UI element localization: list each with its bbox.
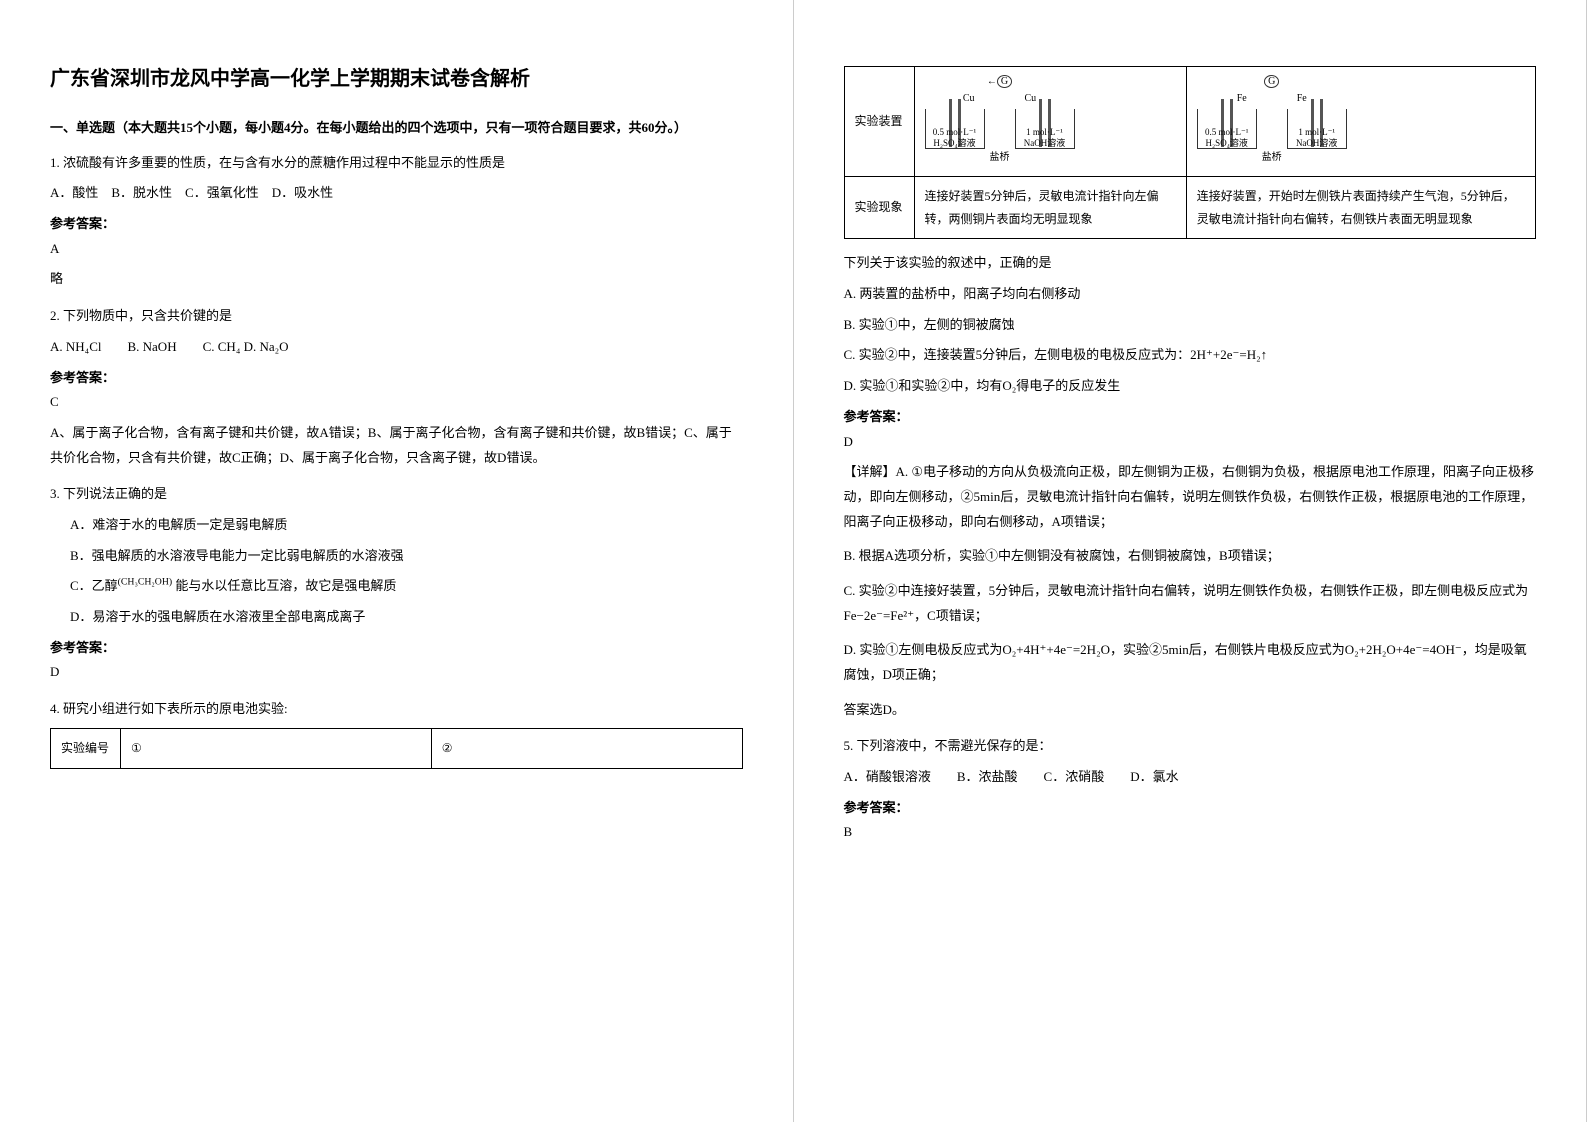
- q4-stem: 4. 研究小组进行如下表所示的原电池实验:: [50, 697, 743, 722]
- exp-number-label: 实验编号: [51, 728, 121, 768]
- table-row: 实验编号 ① ②: [51, 728, 743, 768]
- q3-stem: 3. 下列说法正确的是: [50, 482, 743, 507]
- q4-explanation-c: C. 实验②中连接好装置，5分钟后，灵敏电流计指针向右偏转，说明左侧铁作负极，右…: [844, 579, 1537, 628]
- q1-explanation: 略: [50, 267, 743, 292]
- question-1: 1. 浓硫酸有许多重要的性质，在与含有水分的蔗糖作用过程中不能显示的性质是 A．…: [50, 151, 743, 292]
- dev1-electrode-right: Cu: [1025, 92, 1037, 105]
- dev1-right-conc: 1 mol·L⁻¹: [1026, 127, 1063, 137]
- question-2: 2. 下列物质中，只含共价键的是 A. NH₄Cl B. NaOH C. CH₄…: [50, 304, 743, 470]
- q4-table-partial: 实验编号 ① ②: [50, 728, 743, 769]
- q4-option-b: B. 实验①中，左侧的铜被腐蚀: [844, 313, 1537, 338]
- q1-answer-label: 参考答案：: [50, 212, 743, 237]
- q3-optc-suffix: 能与水以任意比互溶，故它是强电解质: [172, 578, 396, 593]
- q3-option-c: C．乙醇(CH₃CH₂OH) 能与水以任意比互溶，故它是强电解质: [70, 574, 743, 599]
- q4-option-d: D. 实验①和实验②中，均有O₂得电子的反应发生: [844, 374, 1537, 399]
- q4-table-continued: 实验装置 ←G Cu Cu 0.5 mol·L⁻¹H₂SO₄溶液: [844, 66, 1537, 239]
- dev2-right-conc: 1 mol·L⁻¹: [1298, 127, 1335, 137]
- galvanometer-icon: G: [1264, 75, 1279, 88]
- q2-stem: 2. 下列物质中，只含共价键的是: [50, 304, 743, 329]
- q3-answer-label: 参考答案：: [50, 636, 743, 661]
- dev2-left-conc: 0.5 mol·L⁻¹: [1205, 127, 1248, 137]
- q3-option-d: D．易溶于水的强电解质在水溶液里全部电离成离子: [70, 605, 743, 630]
- q3-optc-formula: (CH₃CH₂OH): [118, 577, 172, 588]
- exp-col1: ①: [121, 728, 432, 768]
- q1-answer: A: [50, 237, 743, 262]
- q1-options: A．酸性 B．脱水性 C．强氧化性 D．吸水性: [50, 181, 743, 206]
- dev2-electrode-right: Fe: [1297, 92, 1307, 105]
- q4-answer-label: 参考答案：: [844, 405, 1537, 430]
- q4-explanation-b: B. 根据A选项分析，实验①中左侧铜没有被腐蚀，右侧铜被腐蚀，B项错误；: [844, 544, 1537, 569]
- phenomenon-1: 连接好装置5分钟后，灵敏电流计指针向左偏转，两侧铜片表面均无明显现象: [914, 176, 1186, 239]
- exp-phenomenon-label: 实验现象: [844, 176, 914, 239]
- q3-option-b: B．强电解质的水溶液导电能力一定比弱电解质的水溶液强: [70, 544, 743, 569]
- dev1-right-sol: NaOH溶液: [1024, 138, 1066, 148]
- q5-answer-label: 参考答案：: [844, 796, 1537, 821]
- q4-explanation-a: 【详解】A. ①电子移动的方向从负极流向正极，即左侧铜为正极，右侧铜为负极，根据…: [844, 460, 1537, 534]
- dev1-left-conc: 0.5 mol·L⁻¹: [933, 127, 976, 137]
- q5-stem: 5. 下列溶液中，不需避光保存的是：: [844, 734, 1537, 759]
- salt-bridge-label: 盐桥: [1197, 151, 1347, 164]
- exp-col2: ②: [431, 728, 742, 768]
- beaker-icon: 1 mol·L⁻¹NaOH溶液: [1287, 109, 1347, 149]
- table-row: 实验装置 ←G Cu Cu 0.5 mol·L⁻¹H₂SO₄溶液: [844, 67, 1536, 177]
- q4-explanation-d: D. 实验①左侧电极反应式为O₂+4H⁺+4e⁻=2H₂O，实验②5min后，右…: [844, 638, 1537, 687]
- q2-answer-label: 参考答案：: [50, 366, 743, 391]
- q4-explanation-end: 答案选D。: [844, 698, 1537, 723]
- question-4-stem: 4. 研究小组进行如下表所示的原电池实验: 实验编号 ① ②: [50, 697, 743, 768]
- question-3: 3. 下列说法正确的是 A．难溶于水的电解质一定是弱电解质 B．强电解质的水溶液…: [50, 482, 743, 685]
- exp-device-label: 实验装置: [844, 67, 914, 177]
- q2-explanation: A、属于离子化合物，含有离子键和共价键，故A错误；B、属于离子化合物，含有离子键…: [50, 421, 743, 470]
- q2-answer: C: [50, 390, 743, 415]
- q2-options: A. NH₄Cl B. NaOH C. CH₄ D. Na₂O: [50, 335, 743, 360]
- document-title: 广东省深圳市龙风中学高一化学上学期期末试卷含解析: [50, 60, 743, 98]
- section-header: 一、单选题（本大题共15个小题，每小题4分。在每小题给出的四个选项中，只有一项符…: [50, 116, 743, 141]
- q3-answer: D: [50, 660, 743, 685]
- q4-answer: D: [844, 430, 1537, 455]
- beaker-icon: 0.5 mol·L⁻¹H₂SO₄溶液: [1197, 109, 1257, 149]
- q4-option-c: C. 实验②中，连接装置5分钟后，左侧电极的电极反应式为：2H⁺+2e⁻=H₂↑: [844, 343, 1537, 368]
- table-row: 实验现象 连接好装置5分钟后，灵敏电流计指针向左偏转，两侧铜片表面均无明显现象 …: [844, 176, 1536, 239]
- dev2-electrode-left: Fe: [1237, 92, 1247, 105]
- salt-bridge-label: 盐桥: [925, 151, 1075, 164]
- beaker-icon: 1 mol·L⁻¹NaOH溶液: [1015, 109, 1075, 149]
- page-right: 实验装置 ←G Cu Cu 0.5 mol·L⁻¹H₂SO₄溶液: [794, 0, 1587, 1122]
- question-4-options: 下列关于该实验的叙述中，正确的是 A. 两装置的盐桥中，阳离子均向右侧移动 B.…: [844, 251, 1537, 722]
- dev1-left-sol: H₂SO₄溶液: [933, 138, 975, 148]
- page-left: 广东省深圳市龙风中学高一化学上学期期末试卷含解析 一、单选题（本大题共15个小题…: [0, 0, 794, 1122]
- q5-answer: B: [844, 820, 1537, 845]
- dev2-right-sol: NaOH溶液: [1296, 138, 1338, 148]
- q5-options: A．硝酸银溶液 B．浓盐酸 C．浓硝酸 D．氯水: [844, 765, 1537, 790]
- beaker-icon: 0.5 mol·L⁻¹H₂SO₄溶液: [925, 109, 985, 149]
- q4-after-table: 下列关于该实验的叙述中，正确的是: [844, 251, 1537, 276]
- dev2-left-sol: H₂SO₄溶液: [1206, 138, 1248, 148]
- question-5: 5. 下列溶液中，不需避光保存的是： A．硝酸银溶液 B．浓盐酸 C．浓硝酸 D…: [844, 734, 1537, 845]
- galvanometer-icon: G: [997, 75, 1012, 88]
- device-2-diagram: G Fe Fe 0.5 mol·L⁻¹H₂SO₄溶液 1 mol·L⁻¹NaOH…: [1186, 67, 1535, 177]
- device-1-diagram: ←G Cu Cu 0.5 mol·L⁻¹H₂SO₄溶液 1 mol·L⁻¹NaO…: [914, 67, 1186, 177]
- phenomenon-2: 连接好装置，开始时左侧铁片表面持续产生气泡，5分钟后，灵敏电流计指针向右偏转，右…: [1186, 176, 1535, 239]
- q3-optc-prefix: C．乙醇: [70, 578, 118, 593]
- q4-option-a: A. 两装置的盐桥中，阳离子均向右侧移动: [844, 282, 1537, 307]
- q1-stem: 1. 浓硫酸有许多重要的性质，在与含有水分的蔗糖作用过程中不能显示的性质是: [50, 151, 743, 176]
- q3-option-a: A．难溶于水的电解质一定是弱电解质: [70, 513, 743, 538]
- dev1-electrode-left: Cu: [963, 92, 975, 105]
